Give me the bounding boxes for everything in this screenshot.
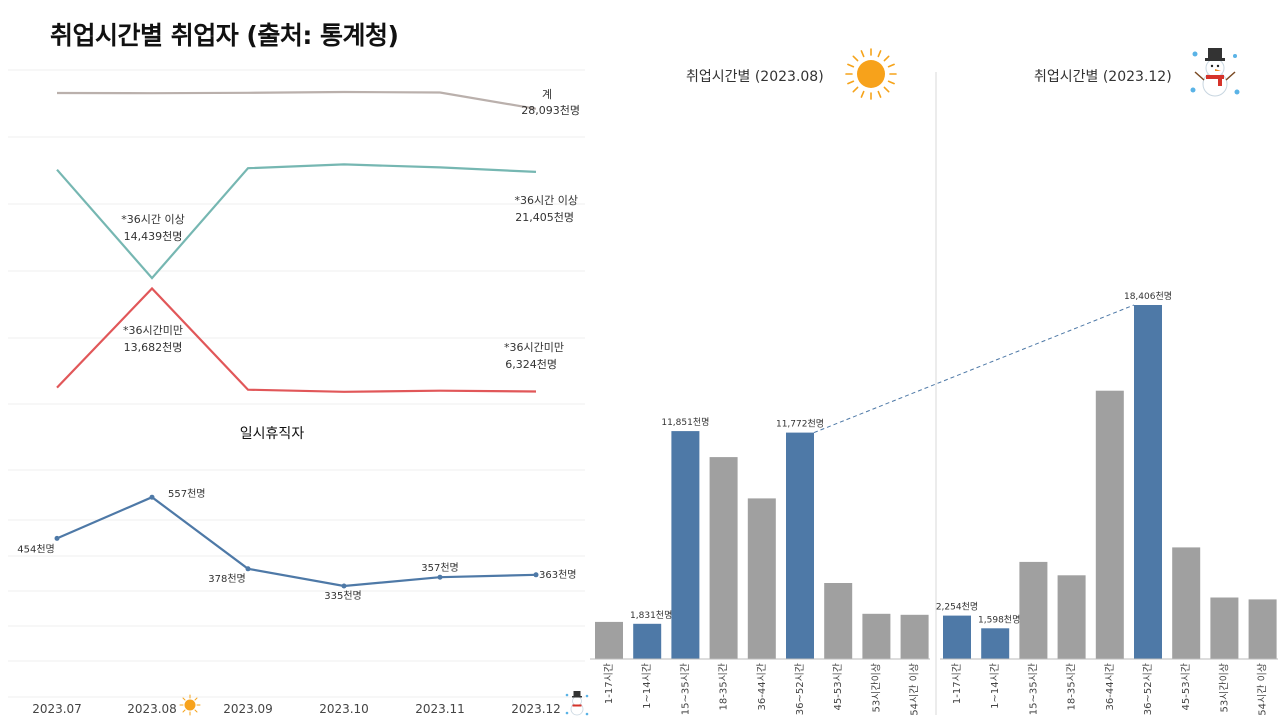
month-label: 2023.08 (127, 702, 177, 716)
snowman-icon (1190, 48, 1240, 97)
data-point (533, 572, 539, 578)
bar (1248, 599, 1277, 659)
bar-value-label: 11,851천명 (661, 417, 709, 428)
bar-chart-title-aug: 취업시간별 (2023.08) (686, 69, 824, 85)
bar (709, 457, 738, 659)
data-point (245, 566, 251, 572)
bar-value-label: 1,831천명 (630, 610, 672, 621)
over-36h-point-value: 14,439천명 (124, 229, 183, 243)
temporary-absence-label: 363천명 (539, 569, 577, 581)
data-point (341, 583, 347, 589)
bar (900, 614, 929, 659)
category-label: 36~52시간 (1142, 663, 1154, 715)
total-line (56, 90, 537, 110)
bar-value-label: 2,254천명 (936, 602, 978, 613)
bar (786, 432, 814, 659)
under-36h-point-label: *36시간미만 (123, 324, 183, 337)
total-end-value: 28,093천명 (521, 103, 580, 117)
category-label: 18-35시간 (718, 663, 730, 710)
bar (1210, 597, 1239, 659)
category-label: 1~14시간 (989, 663, 1001, 709)
category-label: 45-53시간 (1180, 663, 1192, 710)
category-label: 54시간 이상 (1257, 663, 1269, 716)
comparison-connector (813, 304, 1135, 434)
category-label: 54시간 이상 (909, 663, 921, 716)
bar (1134, 305, 1162, 659)
bar-value-label: 18,406천명 (1124, 291, 1172, 302)
sun-icon (179, 694, 201, 716)
snowman-icon (565, 691, 589, 716)
bar (1095, 390, 1124, 659)
bar (981, 628, 1010, 659)
temporary-absence-label: 335천명 (324, 590, 362, 602)
data-point (437, 574, 443, 580)
category-label: 1-17시간 (951, 663, 963, 704)
over-36h-point-label: *36시간 이상 (121, 213, 184, 226)
month-axis: 2023.07 2023.08 2023.09 2023.10 2023.11 2023.… (32, 702, 561, 716)
bar-chart-aug: 1-17시간 1,831천명 1~14시간 11,851천명 15~35시간 18-35시… (595, 417, 929, 716)
bar-chart-title-dec: 취업시간별 (2023.12) (1034, 69, 1172, 85)
bar (943, 615, 971, 659)
category-label: 1~14시간 (641, 663, 653, 709)
over-36h-end-value: 21,405천명 (515, 210, 574, 224)
category-label: 45-53시간 (832, 663, 844, 710)
category-label: 53시간이상 (870, 663, 882, 713)
bar (633, 623, 662, 659)
under-36h-end-label: *36시간미만 (504, 341, 564, 354)
over-36h-end-label: *36시간 이상 (515, 194, 578, 207)
temporary-absence-line-chart: 454천명 557천명 378천명 335천명 357천명 363천명 (17, 488, 576, 602)
bar (862, 613, 891, 659)
bar (671, 431, 700, 659)
category-label: 53시간이상 (1218, 663, 1230, 713)
category-label: 15~35시간 (679, 663, 691, 715)
temporary-absence-line (56, 495, 537, 588)
under-36h-line (56, 286, 537, 393)
bar (595, 621, 623, 659)
bar (1019, 561, 1048, 659)
under-36h-point-value: 13,682천명 (124, 340, 183, 354)
temporary-absence-label: 557천명 (168, 488, 206, 500)
page-title: 취업시간별 취업자 (출처: 통계청) (50, 21, 399, 50)
data-point (54, 535, 60, 541)
bar (1057, 575, 1086, 659)
month-label: 2023.12 (511, 702, 561, 716)
month-label: 2023.07 (32, 702, 82, 716)
over-36h-line (56, 163, 537, 280)
month-label: 2023.11 (415, 702, 465, 716)
temporary-absence-label: 454천명 (17, 543, 55, 555)
category-label: 18-35시간 (1066, 663, 1078, 710)
temporary-absence-label: 378천명 (208, 573, 246, 585)
bar (747, 498, 776, 659)
under-36h-end-value: 6,324천명 (505, 357, 557, 371)
category-label: 1-17시간 (603, 663, 615, 704)
month-label: 2023.10 (319, 702, 369, 716)
temporary-absence-title: 일시휴직자 (240, 426, 305, 442)
category-label: 36~52시간 (794, 663, 806, 715)
total-end-label: 계 (542, 88, 552, 101)
category-label: 36-44시간 (756, 663, 768, 710)
employment-line-chart: 계 28,093천명 *36시간 이상 21,405천명 *36시간미만 6,324천명 *… (56, 88, 580, 393)
bar-value-label: 1,598천명 (978, 614, 1020, 625)
bar-value-label: 11,772천명 (776, 419, 824, 430)
data-point (149, 494, 155, 500)
month-label: 2023.09 (223, 702, 273, 716)
temporary-absence-label: 357천명 (421, 562, 459, 574)
sun-icon (845, 48, 897, 100)
gridlines (8, 69, 585, 698)
bar-chart-dec: 2,254천명 1-17시간 1,598천명 1~14시간 15~35시간 18-35시간… (936, 291, 1277, 716)
bar (1172, 547, 1201, 659)
category-label: 36-44시간 (1104, 663, 1116, 710)
category-label: 15~35시간 (1027, 663, 1039, 715)
bar (824, 583, 853, 659)
